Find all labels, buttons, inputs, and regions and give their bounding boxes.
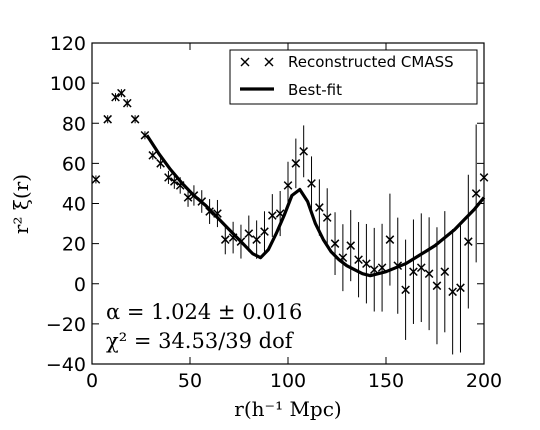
y-tick-label: 40 xyxy=(62,194,86,216)
data-point xyxy=(291,159,301,168)
x-axis-label: r(h⁻¹ Mpc) xyxy=(234,397,341,421)
data-point xyxy=(416,263,426,273)
data-point xyxy=(111,92,120,102)
y-tick-label: 100 xyxy=(50,73,86,95)
y-tick-label: 0 xyxy=(74,274,86,296)
y-tick-label: −40 xyxy=(46,354,86,376)
data-point xyxy=(440,267,450,277)
y-tick-label: −20 xyxy=(46,314,86,336)
data-point xyxy=(307,179,316,188)
data-point xyxy=(130,114,140,124)
y-tick-label: 60 xyxy=(62,153,86,175)
y-tick-label: 20 xyxy=(62,234,86,256)
data-point xyxy=(377,263,387,273)
data-point xyxy=(283,181,293,190)
data-point xyxy=(322,213,332,222)
data-point xyxy=(448,287,457,297)
x-tick-label: 200 xyxy=(466,370,502,392)
data-point xyxy=(479,173,489,182)
data-point xyxy=(122,98,132,108)
data-point xyxy=(385,235,395,244)
data-point xyxy=(471,189,481,198)
legend-marker-x xyxy=(240,57,274,67)
data-point xyxy=(117,88,126,98)
data-point xyxy=(456,283,465,293)
data-point xyxy=(424,269,434,279)
data-point xyxy=(401,285,410,295)
data-point xyxy=(103,114,113,124)
x-tick-label: 100 xyxy=(270,370,306,392)
data-point xyxy=(346,241,356,250)
data-point xyxy=(369,265,379,275)
x-tick-label: 150 xyxy=(368,370,404,392)
data-point xyxy=(267,211,277,220)
y-tick-label: 80 xyxy=(62,113,86,135)
data-point xyxy=(164,173,173,182)
y-tick-label: 120 xyxy=(50,33,86,55)
y-axis-label: r² ξ(r) xyxy=(9,174,33,234)
data-point xyxy=(432,281,442,291)
data-point xyxy=(354,255,363,265)
data-point xyxy=(299,147,309,156)
x-tick-label: 0 xyxy=(86,370,98,392)
data-point xyxy=(362,259,371,269)
legend-label-best-fit: Best-fit xyxy=(288,81,342,99)
legend-label-reconstructed: Reconstructed CMASS xyxy=(288,53,454,71)
annotation-alpha: α = 1.024 ± 0.016 xyxy=(106,300,302,324)
data-point xyxy=(183,193,193,202)
x-tick-label: 50 xyxy=(178,370,202,392)
data-point xyxy=(463,237,473,246)
data-point xyxy=(315,203,324,212)
legend: Reconstructed CMASS Best-fit xyxy=(229,49,478,105)
annotation-chi2: χ² = 34.53/39 dof xyxy=(106,329,295,353)
data-point xyxy=(91,175,101,184)
data-point xyxy=(252,235,261,244)
data-point xyxy=(330,239,340,248)
data-point xyxy=(244,229,254,238)
data-point xyxy=(409,267,418,277)
data-point xyxy=(260,227,269,236)
data-point xyxy=(148,151,158,160)
best-fit-line xyxy=(145,134,486,278)
data-point xyxy=(220,235,230,244)
